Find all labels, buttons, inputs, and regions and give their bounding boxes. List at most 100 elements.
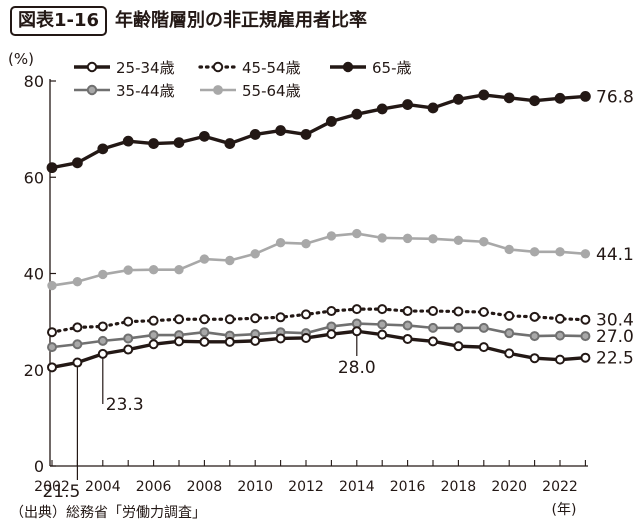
figure-label: 図表1-16 xyxy=(10,6,108,36)
data-point-45-54歳 xyxy=(174,314,184,325)
data-point-45-54歳 xyxy=(555,313,565,324)
end-value-label: 44.1 xyxy=(596,245,634,265)
data-point-35-44歳 xyxy=(199,327,210,338)
data-point-45-54歳 xyxy=(377,304,388,315)
data-point-25-34歳 xyxy=(529,353,540,364)
data-point-25-34歳 xyxy=(377,329,388,340)
data-point-45-54歳 xyxy=(148,315,159,326)
data-point-45-54歳 xyxy=(224,314,235,325)
data-point-35-44歳 xyxy=(529,331,540,342)
end-value-label: 22.5 xyxy=(596,349,634,369)
data-point-35-44歳 xyxy=(123,333,134,344)
x-tick-label: 2010 xyxy=(237,479,273,495)
data-point-35-44歳 xyxy=(72,339,83,350)
data-point-45-54歳 xyxy=(301,309,311,320)
legend-marker-45-54歳 xyxy=(212,61,224,73)
data-point-65-歳 xyxy=(46,162,58,174)
data-point-45-54歳 xyxy=(47,327,57,338)
y-tick-label: 80 xyxy=(24,72,44,91)
y-tick-label: 0 xyxy=(34,457,44,476)
data-point-55-64歳 xyxy=(123,265,133,275)
y-tick-label: 20 xyxy=(24,361,44,380)
data-point-35-44歳 xyxy=(47,342,57,353)
data-point-25-34歳 xyxy=(580,352,591,363)
data-point-45-54歳 xyxy=(72,322,83,333)
legend-marker-55-64歳 xyxy=(213,85,223,95)
y-axis-unit: (%) xyxy=(8,50,34,68)
data-point-35-44歳 xyxy=(580,331,591,342)
data-point-65-歳 xyxy=(249,129,261,140)
data-point-55-64歳 xyxy=(580,249,591,259)
data-point-45-54歳 xyxy=(123,316,134,327)
data-point-45-54歳 xyxy=(580,314,591,325)
data-point-65-歳 xyxy=(478,89,490,101)
data-point-65-歳 xyxy=(351,108,363,120)
legend-marker-35-44歳 xyxy=(86,84,98,96)
data-point-35-44歳 xyxy=(453,322,464,333)
data-point-55-64歳 xyxy=(47,280,57,291)
data-point-65-歳 xyxy=(326,116,337,127)
data-point-65-歳 xyxy=(300,129,312,140)
data-point-45-54歳 xyxy=(478,307,489,317)
series-line-65-歳 xyxy=(51,93,586,170)
series-line-45-54歳 xyxy=(50,307,588,334)
data-point-35-44歳 xyxy=(97,335,108,346)
series-line-35-44歳 xyxy=(51,322,586,349)
figure-title: 年齢階層別の非正規雇用者比率 xyxy=(115,10,368,31)
y-tick-label: 40 xyxy=(24,265,44,284)
data-point-65-歳 xyxy=(554,92,566,104)
data-point-25-34歳 xyxy=(123,344,134,355)
data-point-25-34歳 xyxy=(148,339,159,350)
x-tick-label: 2014 xyxy=(339,479,375,495)
data-point-55-64歳 xyxy=(504,244,514,255)
series-line-55-64歳 xyxy=(51,232,586,287)
data-point-55-64歳 xyxy=(250,249,260,259)
data-point-25-34歳 xyxy=(555,354,565,365)
figure-header: 図表1-16 年齢階層別の非正規雇用者比率 xyxy=(10,6,367,36)
x-tick-label: 2004 xyxy=(85,479,121,495)
data-point-55-64歳 xyxy=(352,228,362,239)
data-point-55-64歳 xyxy=(174,264,184,275)
data-point-25-34歳 xyxy=(250,335,261,346)
data-point-45-54歳 xyxy=(351,304,362,315)
data-point-25-34歳 xyxy=(478,342,489,353)
x-tick-label: 2018 xyxy=(441,479,477,495)
annotation-label: 23.3 xyxy=(106,395,144,415)
data-point-45-54歳 xyxy=(529,311,540,322)
data-point-65-歳 xyxy=(148,138,160,149)
data-point-25-34歳 xyxy=(326,329,337,340)
x-tick-label: 2006 xyxy=(136,479,172,495)
x-tick-label: 2020 xyxy=(491,479,527,495)
x-tick-label: 2022 xyxy=(542,479,578,495)
data-point-25-34歳 xyxy=(428,336,438,347)
data-point-65-歳 xyxy=(453,93,464,105)
data-point-45-54歳 xyxy=(275,312,286,323)
data-point-65-歳 xyxy=(72,157,83,169)
data-point-55-64歳 xyxy=(148,264,159,275)
legend-marker-65-歳 xyxy=(342,61,354,73)
data-point-45-54歳 xyxy=(428,306,438,317)
end-value-label: 76.8 xyxy=(596,87,634,107)
end-value-label: 27.0 xyxy=(596,327,634,347)
data-point-25-34歳 xyxy=(504,348,515,359)
data-point-65-歳 xyxy=(173,137,185,149)
data-point-35-44歳 xyxy=(478,322,489,333)
series-line-25-34歳 xyxy=(51,329,586,370)
legend-label-55-64歳: 55-64歳 xyxy=(242,82,301,100)
data-point-65-歳 xyxy=(97,143,109,155)
data-point-55-64歳 xyxy=(326,231,337,241)
x-tick-label: 2012 xyxy=(288,479,324,495)
data-point-55-64歳 xyxy=(225,255,235,266)
data-point-25-34歳 xyxy=(97,348,108,359)
data-point-45-54歳 xyxy=(504,310,515,321)
data-point-35-44歳 xyxy=(402,320,413,331)
data-point-45-54歳 xyxy=(326,306,337,317)
data-point-25-34歳 xyxy=(224,336,235,347)
legend-label-45-54歳: 45-54歳 xyxy=(242,59,301,77)
data-point-65-歳 xyxy=(199,130,210,142)
data-point-55-64歳 xyxy=(428,234,438,244)
x-axis-unit: (年) xyxy=(552,502,577,518)
data-point-35-44歳 xyxy=(148,330,159,341)
legend-label-65-歳: 65-歳 xyxy=(372,59,412,77)
